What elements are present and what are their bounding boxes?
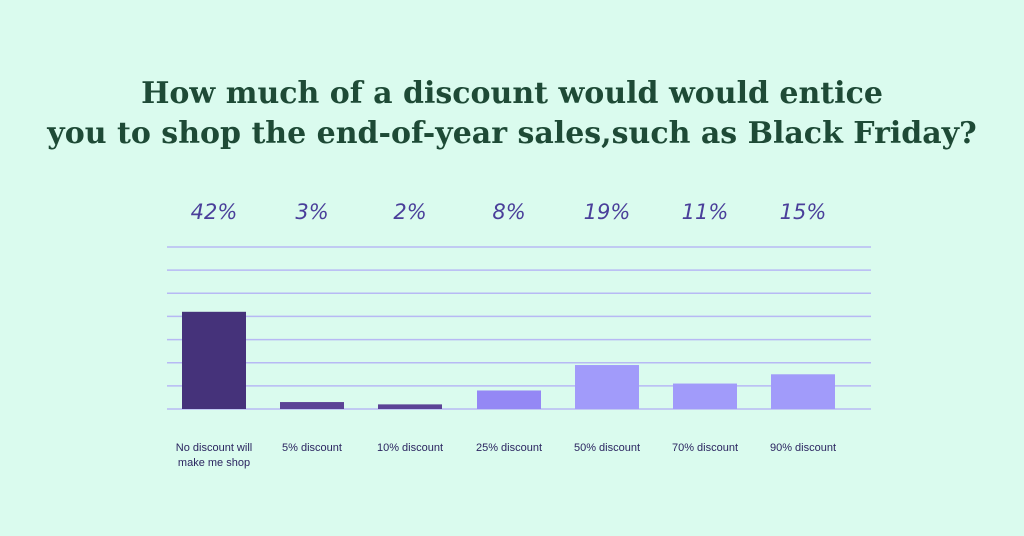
value-label: 3%: [295, 200, 328, 224]
value-label: 8%: [492, 200, 525, 224]
bar: [575, 365, 639, 409]
category-label: 5% discount: [282, 442, 342, 454]
chart-title: How much of a discount would would entic…: [0, 74, 1024, 154]
value-label: 19%: [584, 200, 631, 224]
category-label-line: 70% discount: [672, 442, 738, 454]
value-label: 2%: [393, 200, 426, 224]
category-label-line: 25% discount: [476, 442, 542, 454]
category-label-line: 50% discount: [574, 442, 640, 454]
value-label: 42%: [191, 200, 238, 224]
chart-title-line-1: How much of a discount would would entic…: [141, 76, 883, 111]
bar: [280, 402, 344, 409]
bar: [771, 374, 835, 409]
category-label-line: 5% discount: [282, 442, 342, 454]
value-label: 11%: [682, 200, 729, 224]
bar: [378, 404, 442, 409]
category-label: 70% discount: [672, 442, 738, 454]
category-label: 10% discount: [377, 442, 443, 454]
category-label: 25% discount: [476, 442, 542, 454]
category-label: 90% discount: [770, 442, 836, 454]
bar: [182, 311, 246, 409]
category-label: No discount will make me shop: [176, 442, 252, 469]
value-label: 15%: [780, 200, 827, 224]
category-label-line: make me shop: [178, 457, 250, 469]
category-label-line: 10% discount: [377, 442, 443, 454]
category-label-line: No discount will: [176, 442, 252, 454]
bar: [673, 383, 737, 409]
category-label: 50% discount: [574, 442, 640, 454]
chart-title-line-2: you to shop the end-of-year sales,such a…: [47, 116, 977, 151]
category-label-line: 90% discount: [770, 442, 836, 454]
bar: [477, 390, 541, 409]
